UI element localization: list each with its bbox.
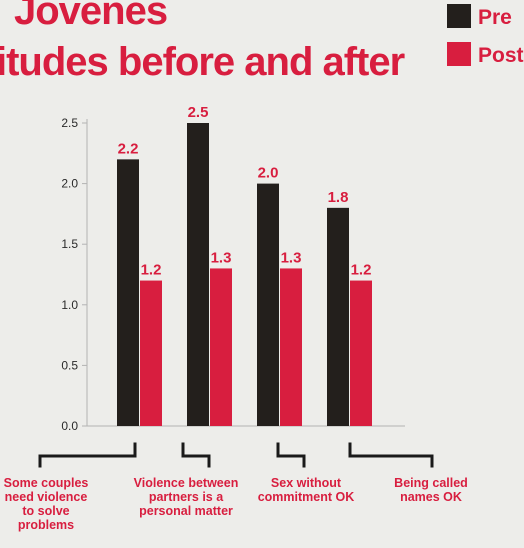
y-tick-label: 0.5 <box>61 358 78 372</box>
y-tick-label: 2.0 <box>61 177 78 191</box>
value-label-post-3: 1.3 <box>281 249 302 266</box>
bar-post-4 <box>350 280 372 426</box>
value-label-post-1: 1.2 <box>141 262 162 279</box>
category-label-line: names OK <box>400 490 462 504</box>
bar-post-2 <box>210 268 232 426</box>
category-label-4: Being called names OK <box>394 476 468 504</box>
bar-pre-2 <box>187 123 209 426</box>
y-tick-label: 1.5 <box>61 237 78 251</box>
chart-title: Jovenes itudes before and after <box>0 0 406 84</box>
y-tick-label: 1.0 <box>61 298 78 312</box>
value-label-post-4: 1.2 <box>351 262 372 279</box>
value-label-pre-4: 1.8 <box>328 189 349 206</box>
title-line-1: Jovenes <box>14 0 167 33</box>
legend-label-post: Post <box>478 44 524 67</box>
value-label-pre-2: 2.5 <box>188 104 209 121</box>
legend-swatch-pre <box>447 4 471 28</box>
category-bracket-3 <box>276 442 306 468</box>
category-bracket-1 <box>38 442 137 468</box>
bar-pre-1 <box>117 159 139 427</box>
legend-swatch-post <box>447 42 471 66</box>
legend-label-pre: Pre <box>478 6 512 29</box>
category-bracket-4 <box>348 442 434 468</box>
value-label-pre-1: 2.2 <box>118 140 139 157</box>
category-label-line: need violence <box>5 490 88 504</box>
category-label-line: problems <box>18 518 74 532</box>
category-label-line: to solve <box>22 504 69 518</box>
bar-post-1 <box>140 280 162 426</box>
value-labels: 2.2 2.5 2.0 1.8 1.2 1.3 1.3 1.2 <box>118 104 372 279</box>
legend: Pre Post <box>447 4 524 67</box>
category-label-line: partners is a <box>149 490 224 504</box>
category-label-2: Violence between partners is a personal ma… <box>134 476 239 518</box>
category-label-line: personal matter <box>139 504 233 518</box>
bars <box>117 123 372 427</box>
category-label-line: Some couples <box>4 476 89 490</box>
value-label-pre-3: 2.0 <box>258 165 279 182</box>
category-label-line: Sex without <box>271 476 342 490</box>
category-label-line: commitment OK <box>258 490 355 504</box>
category-label-line: Being called <box>394 476 468 490</box>
value-label-post-2: 1.3 <box>211 249 232 266</box>
category-label-line: Violence between <box>134 476 239 490</box>
category-brackets <box>38 442 434 468</box>
y-tick-label: 2.5 <box>61 116 78 130</box>
category-label-1: Some couples need violence to solve problem… <box>4 476 89 532</box>
category-label-3: Sex without commitment OK <box>258 476 355 504</box>
category-labels: Some couples need violence to solve problem… <box>4 476 468 532</box>
y-tick-label: 0.0 <box>61 419 78 433</box>
bar-post-3 <box>280 268 302 426</box>
bar-pre-3 <box>257 183 279 426</box>
bar-pre-4 <box>327 207 349 426</box>
title-line-2: itudes before and after <box>0 40 405 84</box>
category-bracket-2 <box>181 442 211 468</box>
